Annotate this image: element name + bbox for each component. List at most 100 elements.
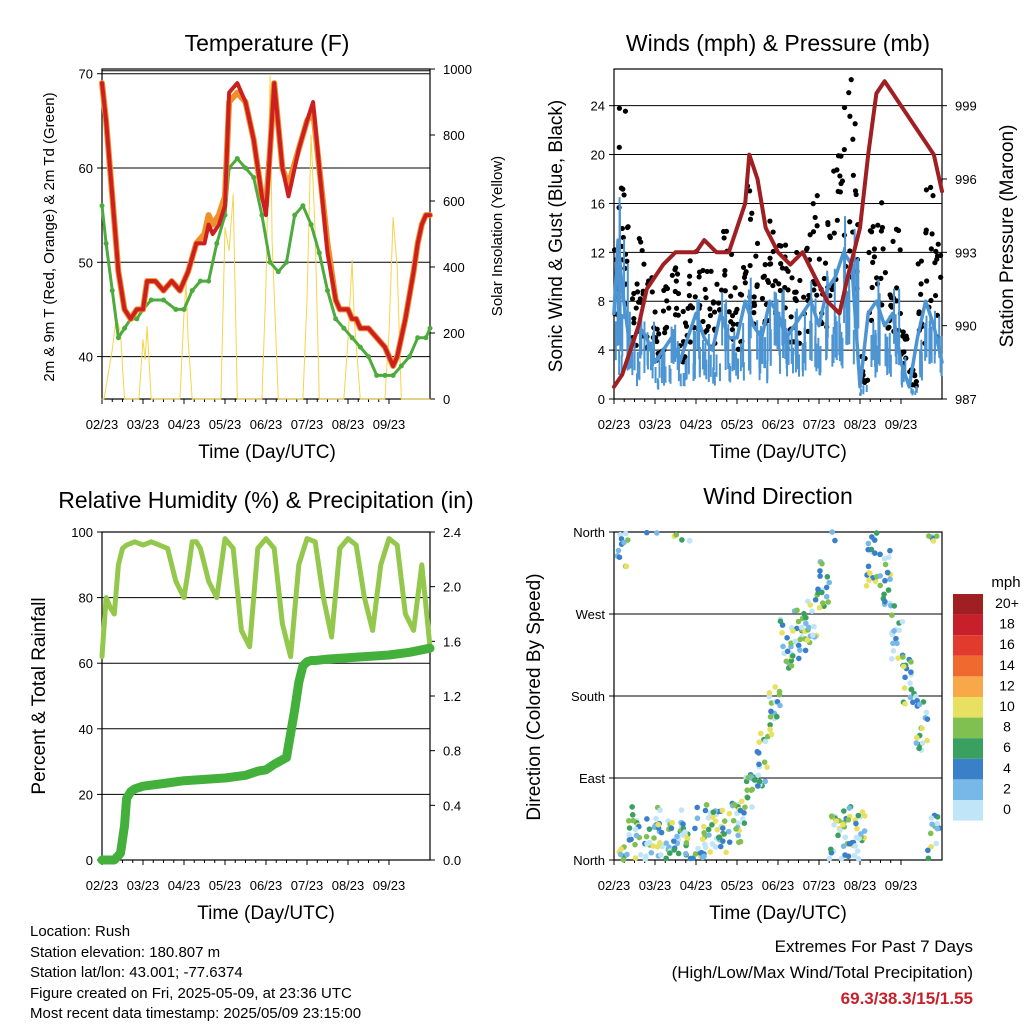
gust-point	[760, 274, 766, 280]
xtick-label-3-6: 08/23	[844, 878, 877, 893]
xtick-label-0-4: 06/23	[250, 417, 283, 432]
direction-point	[766, 690, 773, 696]
gust-point	[751, 302, 757, 309]
ytick-label-1-3: 12	[591, 245, 605, 260]
legend-swatch-2	[953, 635, 983, 656]
humidity-title: Relative Humidity (%) & Precipitation (i…	[58, 487, 473, 513]
ytick-label-1-0: 0	[598, 392, 605, 407]
gust-point	[624, 224, 631, 231]
gust-point	[672, 288, 678, 295]
y2tick-label-1-4: 999	[955, 99, 977, 114]
xtick-label-3-1: 03/23	[639, 878, 672, 893]
gust-point	[749, 210, 755, 216]
direction-point	[835, 832, 841, 839]
direction-point	[623, 563, 630, 570]
ytick-label-0-3: 70	[79, 67, 93, 82]
ytick-label-0-2: 60	[79, 161, 93, 176]
gust-point	[723, 228, 730, 234]
xtick-label-3-4: 06/23	[762, 878, 795, 893]
direction-point	[884, 569, 891, 576]
direction-point	[927, 830, 934, 837]
direction-point	[777, 702, 783, 709]
gust-point	[841, 104, 848, 111]
legend-label-0: 20+	[995, 595, 1019, 611]
gust-point	[700, 318, 706, 325]
y2tick-label-1-1: 990	[955, 319, 977, 334]
xtick-label-1-4: 06/23	[762, 417, 795, 432]
direction-point	[840, 843, 847, 849]
direction-point	[706, 832, 712, 838]
direction-point	[653, 815, 659, 822]
gust-point	[621, 192, 627, 198]
xtick-label-1-3: 05/23	[721, 417, 754, 432]
direction-point	[626, 837, 633, 843]
direction-point	[855, 812, 862, 819]
wind-direction-panel: Wind Direction Time (Day/UTC) Direction …	[524, 483, 1021, 924]
gust-point	[619, 225, 625, 232]
direction-point	[767, 714, 774, 720]
direction-point	[887, 576, 893, 583]
direction-point	[817, 568, 823, 574]
direction-point	[784, 648, 791, 655]
y2tick-label-0-0: 0	[443, 392, 450, 407]
winds-panel: Winds (mph) & Pressure (mb) Time (Day/UT…	[546, 30, 1018, 463]
legend-swatch-0	[953, 594, 983, 615]
direction-point	[735, 820, 742, 826]
direction-point	[670, 838, 677, 844]
gust-point	[669, 272, 675, 278]
gust-point	[729, 327, 736, 333]
direction-point	[856, 835, 862, 842]
xtick-label-2-4: 06/23	[250, 878, 283, 893]
direction-point	[683, 850, 689, 857]
direction-point	[651, 835, 657, 841]
xtick-label-1-6: 08/23	[844, 417, 877, 432]
extremes-title: Extremes For Past 7 Days	[774, 937, 973, 956]
direction-point	[714, 826, 721, 833]
direction-point	[695, 845, 701, 852]
direction-point	[825, 599, 832, 605]
ytick-label-2-2: 40	[79, 722, 93, 737]
direction-point	[749, 804, 755, 810]
gust-point	[882, 269, 888, 276]
gust-point	[710, 300, 717, 306]
direction-point	[867, 570, 873, 577]
direction-point	[629, 812, 636, 818]
direction-point	[804, 637, 811, 643]
y2tick-label-0-3: 600	[443, 194, 465, 209]
gust-point	[932, 260, 938, 266]
direction-point	[668, 825, 675, 832]
direction-point	[820, 600, 826, 606]
gust-point	[629, 296, 636, 302]
gust-point	[841, 146, 847, 153]
direction-point	[900, 654, 906, 660]
direction-point	[620, 856, 627, 863]
direction-point	[669, 819, 675, 826]
direction-point	[865, 546, 871, 553]
direction-point	[829, 529, 835, 535]
direction-point	[882, 598, 888, 605]
gust-point	[703, 295, 709, 301]
direction-point	[925, 847, 931, 854]
direction-point	[694, 815, 701, 822]
y2tick-label-2-6: 2.4	[443, 525, 461, 540]
gust-point	[635, 289, 641, 295]
direction-point	[788, 657, 795, 664]
direction-point	[893, 635, 899, 642]
gust-point	[664, 324, 670, 330]
xtick-label-0-3: 05/23	[209, 417, 242, 432]
direction-point	[779, 622, 786, 628]
gust-point	[704, 268, 710, 275]
elevation-text: Station elevation: 180.807 m	[30, 943, 221, 961]
gust-point	[776, 281, 782, 287]
gust-point	[918, 258, 924, 264]
gust-point	[683, 323, 690, 329]
gust-point	[754, 240, 761, 247]
direction-point	[692, 851, 699, 857]
gust-point	[801, 294, 807, 300]
direction-point	[675, 850, 682, 857]
gust-point	[835, 153, 842, 159]
direction-point	[851, 852, 858, 859]
direction-point	[717, 843, 724, 850]
direction-point	[861, 828, 868, 834]
gust-point	[743, 269, 749, 275]
